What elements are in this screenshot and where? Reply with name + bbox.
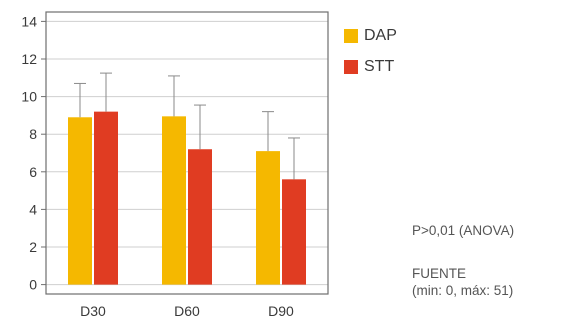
x-axis-ticks: D30 D60 D90 [80,303,294,319]
legend-label-stt: STT [364,58,395,75]
x-tick-label: D30 [80,303,106,319]
y-tick-label: 12 [21,51,37,67]
gridlines [46,20,328,286]
plot-frame [45,11,329,295]
bars [68,111,306,285]
legend-label-dap: DAP [364,27,397,44]
y-tick-label: 2 [29,239,37,255]
x-tick-label: D60 [174,303,200,319]
y-tick-label: 8 [29,126,37,142]
legend-item-dap: DAP [344,27,397,45]
bar-dap-d30 [68,117,92,285]
y-tick-label: 14 [21,13,37,29]
error-bars [74,72,300,180]
legend-swatch-dap [344,29,358,43]
bar-stt-d30 [94,111,118,285]
bar-stt-d60 [188,149,212,285]
y-tick-label: 0 [29,277,37,293]
x-tick-label: D90 [268,303,294,319]
legend-item-stt: STT [344,58,394,76]
source-range: (min: 0, máx: 51) [412,283,514,298]
y-tick-label: 4 [29,201,37,217]
bar-dap-d90 [256,151,280,285]
bar-dap-d60 [162,116,186,285]
bar-stt-d90 [282,179,306,285]
source-title: FUENTE [412,266,466,281]
stat-annotation: P>0,01 (ANOVA) [412,223,515,238]
y-tick-label: 6 [29,164,37,180]
legend-swatch-stt [344,60,358,74]
y-axis-ticks: 0 2 4 6 8 10 12 14 [21,13,46,293]
y-tick-label: 10 [21,89,37,105]
